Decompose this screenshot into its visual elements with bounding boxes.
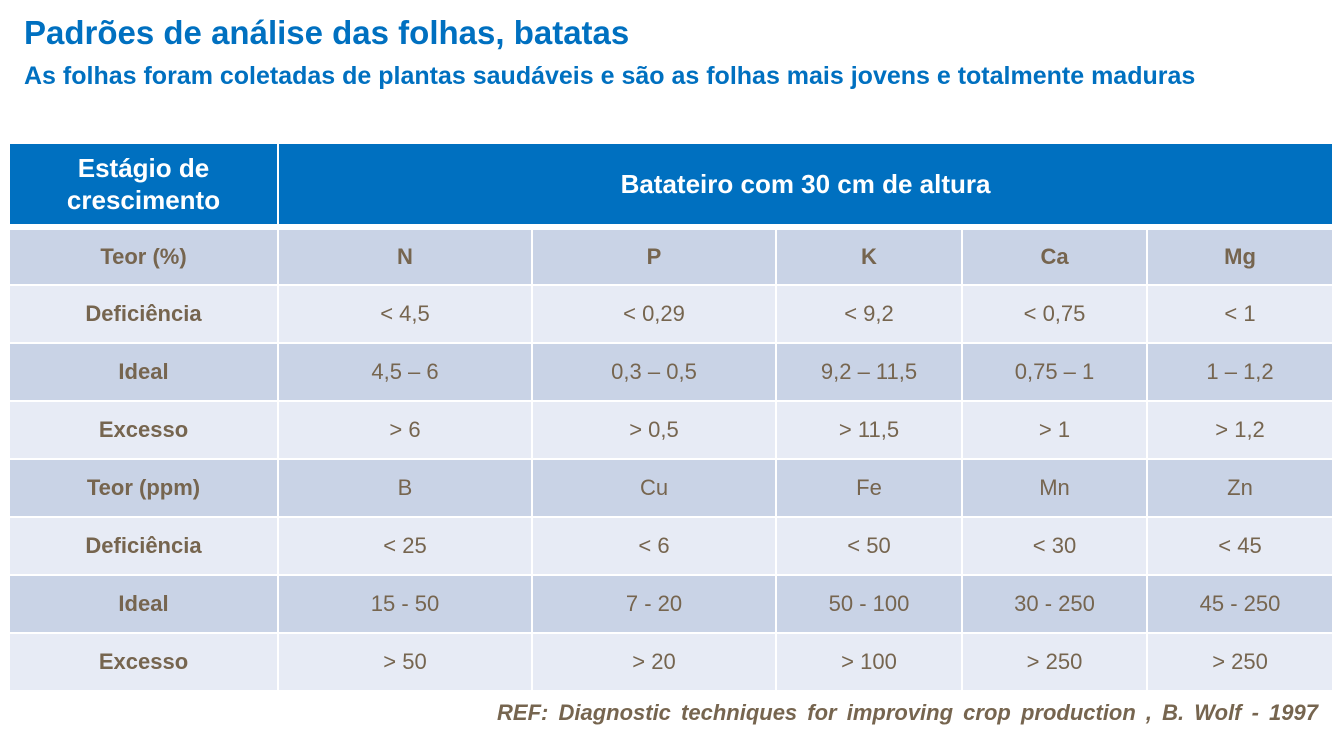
table-cell: > 0,5: [531, 400, 777, 460]
table-cell: Mn: [961, 458, 1148, 518]
table-header-row: Estágio de crescimento Batateiro com 30 …: [8, 142, 1334, 230]
table-cell: < 4,5: [277, 284, 533, 344]
table-row: Excesso > 6 > 0,5 > 11,5 > 1 > 1,2: [8, 400, 1334, 460]
row-label: Deficiência: [8, 516, 279, 576]
table-row: Deficiência < 25 < 6 < 50 < 30 < 45: [8, 516, 1334, 576]
table-cell: > 11,5: [775, 400, 963, 460]
table-cell: > 250: [1145, 632, 1334, 692]
table-cell: 0,75 – 1: [961, 342, 1148, 402]
table-cell: B: [277, 458, 533, 518]
table-cell: > 100: [775, 632, 963, 692]
table-cell: 0,3 – 0,5: [531, 342, 777, 402]
table-cell: < 45: [1145, 516, 1334, 576]
reference-note: REF: Diagnostic techniques for improving…: [497, 700, 1318, 725]
table-cell: > 6: [277, 400, 533, 460]
row-label: Excesso: [8, 400, 279, 460]
table-cell: > 250: [961, 632, 1148, 692]
table-row: Excesso > 50 > 20 > 100 > 250 > 250: [8, 632, 1334, 692]
table-cell: 7 - 20: [531, 574, 777, 634]
table-cell: > 20: [531, 632, 777, 692]
table-row: Teor (%) N P K Ca Mg: [8, 226, 1334, 286]
table-cell: < 9,2: [775, 284, 963, 344]
stage-header: Estágio de crescimento: [8, 142, 279, 230]
table-cell: P: [531, 226, 777, 286]
row-label: Teor (%): [8, 226, 279, 286]
table-cell: 9,2 – 11,5: [775, 342, 963, 402]
table-row: Ideal 15 - 50 7 - 20 50 - 100 30 - 250 45 - 2…: [8, 574, 1334, 634]
table-cell: > 1: [961, 400, 1148, 460]
table-cell: < 0,75: [961, 284, 1148, 344]
table-cell: 1 – 1,2: [1145, 342, 1334, 402]
table-cell: 15 - 50: [277, 574, 533, 634]
table-cell: > 1,2: [1145, 400, 1334, 460]
table-cell: 45 - 250: [1145, 574, 1334, 634]
table-cell: Zn: [1145, 458, 1334, 518]
table-cell: K: [775, 226, 963, 286]
table-cell: > 50: [277, 632, 533, 692]
page-subtitle: As folhas foram coletadas de plantas sau…: [24, 62, 1196, 90]
table-row: Teor (ppm) B Cu Fe Mn Zn: [8, 458, 1334, 518]
leaf-analysis-table: Estágio de crescimento Batateiro com 30 …: [8, 142, 1334, 692]
row-label: Ideal: [8, 342, 279, 402]
table-cell: < 6: [531, 516, 777, 576]
table-cell: Mg: [1145, 226, 1334, 286]
group-header: Batateiro com 30 cm de altura: [276, 142, 1334, 230]
table-cell: < 30: [961, 516, 1148, 576]
table-cell: Ca: [961, 226, 1148, 286]
row-label: Deficiência: [8, 284, 279, 344]
table-cell: 50 - 100: [775, 574, 963, 634]
row-label: Teor (ppm): [8, 458, 279, 518]
table-cell: < 25: [277, 516, 533, 576]
row-label: Excesso: [8, 632, 279, 692]
row-label: Ideal: [8, 574, 279, 634]
table-row: Deficiência < 4,5 < 0,29 < 9,2 < 0,75 < 1: [8, 284, 1334, 344]
table-cell: < 0,29: [531, 284, 777, 344]
table-cell: 4,5 – 6: [277, 342, 533, 402]
page-title: Padrões de análise das folhas, batatas: [24, 14, 630, 51]
table-cell: Fe: [775, 458, 963, 518]
table-cell: 30 - 250: [961, 574, 1148, 634]
table-cell: < 1: [1145, 284, 1334, 344]
table-cell: N: [277, 226, 533, 286]
table-cell: < 50: [775, 516, 963, 576]
table-cell: Cu: [531, 458, 777, 518]
